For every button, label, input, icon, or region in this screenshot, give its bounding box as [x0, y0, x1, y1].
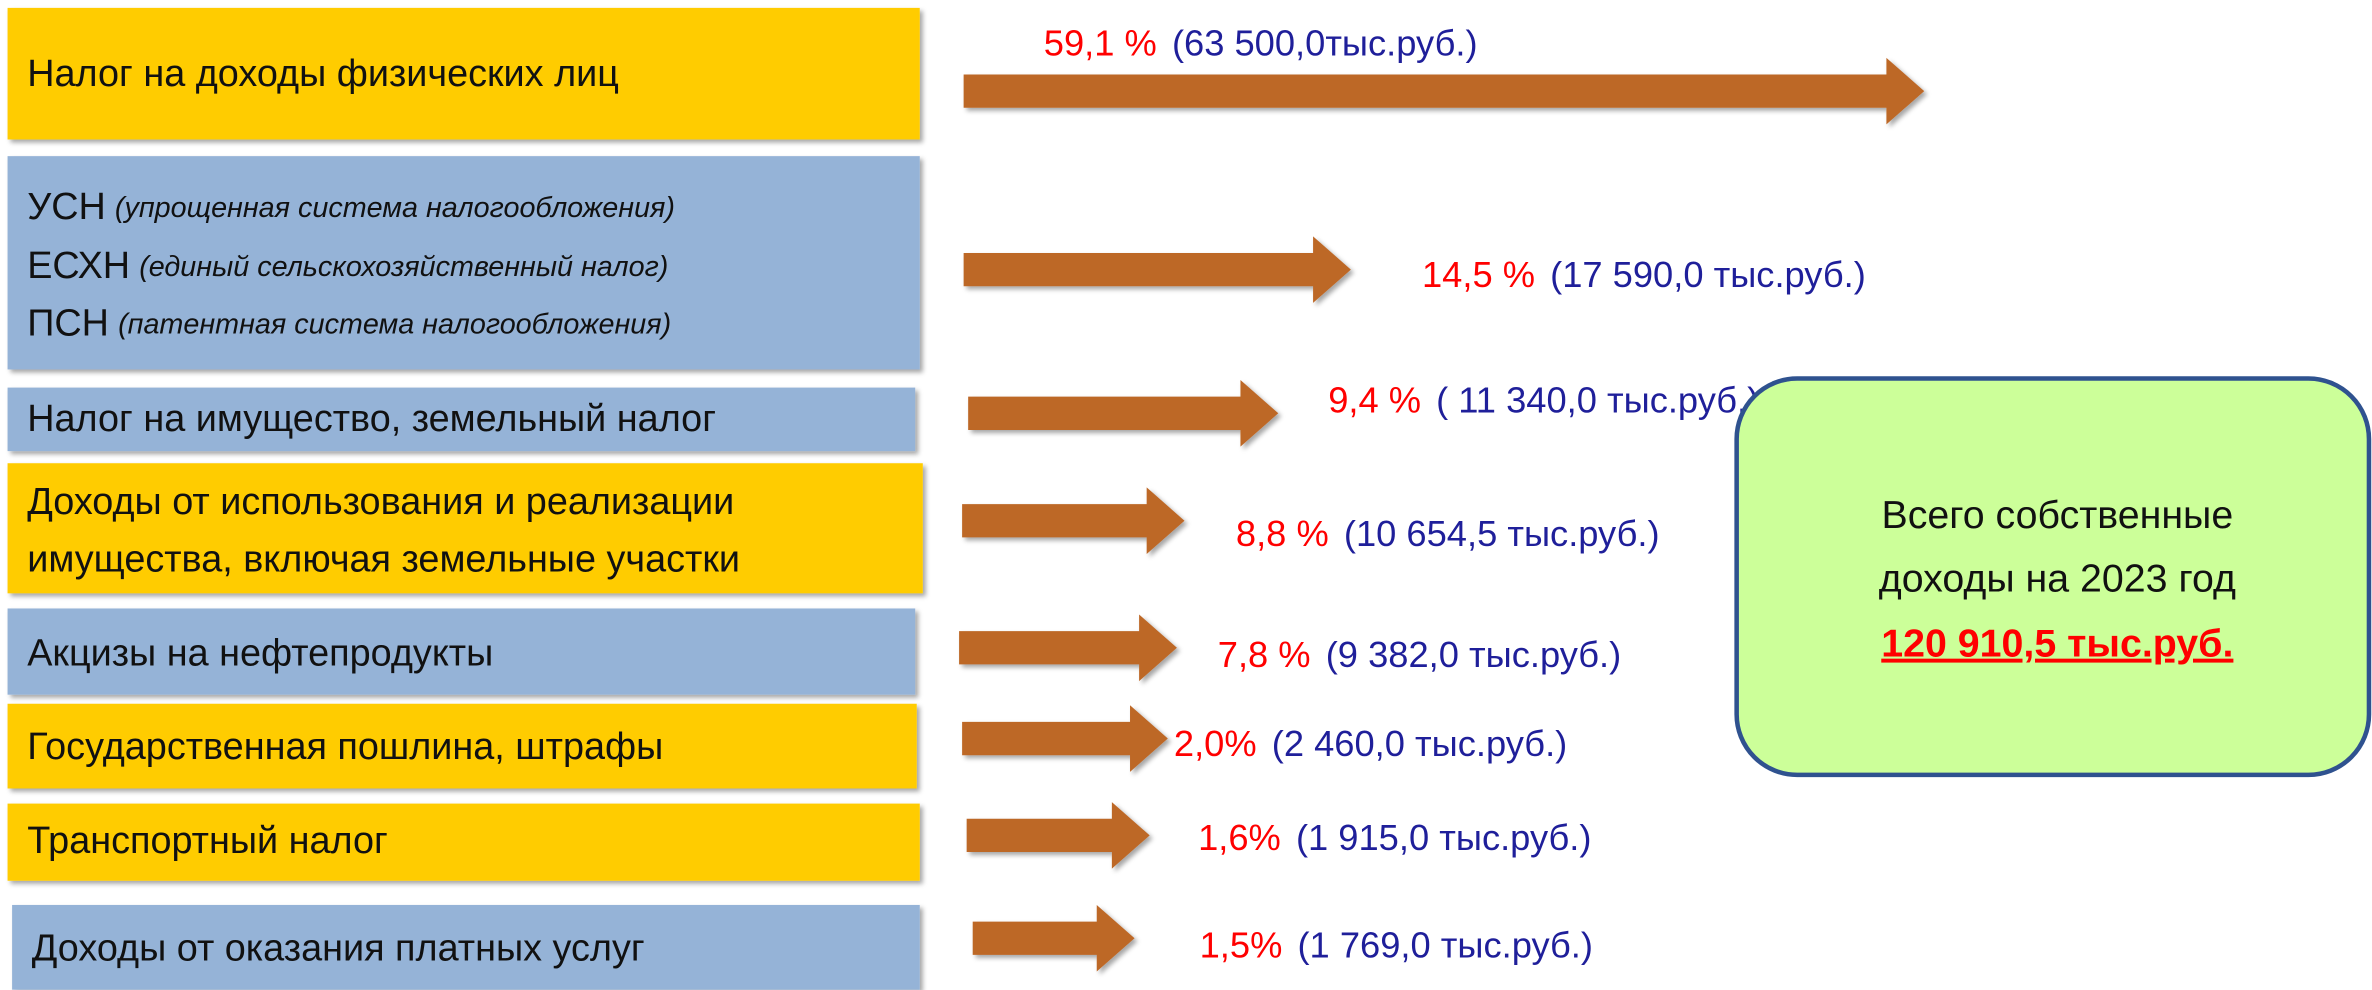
percent: 59,1 %	[1044, 22, 1157, 63]
label-text: Государственная пошлина, штрафы	[27, 726, 663, 768]
amount: (63 500,0тыс.руб.)	[1172, 22, 1478, 63]
category-label: Доходы от оказания платных услуг	[32, 927, 645, 969]
summary-box	[1734, 376, 2372, 778]
percent: 8,8 %	[1236, 512, 1329, 553]
arrow	[959, 614, 1177, 682]
arrow	[962, 705, 1168, 772]
arrow	[968, 380, 1279, 447]
category-box	[7, 703, 917, 789]
category-box	[7, 608, 916, 695]
annotation: 1,6% (1 915,0 тыс.руб.)	[1198, 817, 1591, 858]
category-label: Акцизы на нефтепродукты	[27, 632, 493, 674]
percent: 14,5 %	[1422, 254, 1535, 295]
label-text: УСН	[27, 186, 106, 228]
label-text: Акцизы на нефтепродукты	[27, 632, 493, 674]
category-box	[7, 156, 920, 370]
label-note: (патентная система налогообложения)	[118, 308, 671, 340]
category-label: УСН (упрощенная система налогообложения)	[27, 186, 675, 228]
label-note: (упрощенная система налогообложения)	[115, 192, 675, 224]
amount: ( 11 340,0 тыс.руб.)	[1436, 379, 1759, 420]
arrow	[962, 487, 1185, 554]
amount: (9 382,0 тыс.руб.)	[1326, 633, 1622, 674]
label-text: Налог на имущество, земельный налог	[27, 398, 716, 440]
category-label: Государственная пошлина, штрафы	[27, 726, 663, 768]
label-text: Транспортный налог	[27, 820, 388, 862]
arrow	[963, 57, 1925, 125]
category-label: Доходы от использования и реализации	[27, 481, 734, 523]
percent: 1,5%	[1200, 924, 1283, 965]
summary-line: Всего собственные	[1882, 493, 2234, 537]
category-box	[7, 387, 916, 452]
annotation: 59,1 % (63 500,0тыс.руб.)	[1044, 22, 1478, 63]
label-text: Доходы от оказания платных услуг	[32, 927, 645, 969]
label-text: имущества, включая земельные участки	[27, 539, 740, 581]
summary-line: доходы на 2023 год	[1879, 557, 2236, 601]
summary-total: 120 910,5 тыс.руб.	[1881, 622, 2233, 666]
category-label: Налог на имущество, земельный налог	[27, 398, 716, 440]
label-text: Налог на доходы физических лиц	[27, 53, 619, 95]
category-label: ПСН (патентная система налогообложения)	[27, 303, 671, 345]
label-note: (единый сельскохозяйственный налог)	[139, 251, 668, 283]
category-box	[12, 904, 920, 990]
annotation: 14,5 % (17 590,0 тыс.руб.)	[1422, 254, 1866, 295]
category-label: Налог на доходы физических лиц	[27, 53, 619, 95]
annotation: 8,8 % (10 654,5 тыс.руб.)	[1236, 512, 1660, 553]
percent: 7,8 %	[1218, 633, 1311, 674]
category-box	[7, 7, 920, 140]
arrow	[963, 236, 1351, 303]
category-label: имущества, включая земельные участки	[27, 539, 740, 581]
amount: (10 654,5 тыс.руб.)	[1344, 512, 1660, 553]
label-text: ЕСХН	[27, 245, 130, 287]
label-text: ПСН	[27, 303, 109, 345]
arrow	[966, 802, 1150, 869]
percent: 2,0%	[1174, 723, 1257, 764]
annotation: 2,0% (2 460,0 тыс.руб.)	[1174, 723, 1567, 764]
amount: (2 460,0 тыс.руб.)	[1272, 723, 1568, 764]
percent: 9,4 %	[1328, 379, 1421, 420]
amount: (1 915,0 тыс.руб.)	[1296, 817, 1592, 858]
category-label: Транспортный налог	[27, 820, 388, 862]
arrow	[972, 904, 1135, 972]
annotation: 1,5% (1 769,0 тыс.руб.)	[1200, 924, 1593, 965]
label-text: Доходы от использования и реализации	[27, 481, 734, 523]
amount: (17 590,0 тыс.руб.)	[1550, 254, 1866, 295]
annotation: 7,8 % (9 382,0 тыс.руб.)	[1218, 633, 1621, 674]
annotation: 9,4 % ( 11 340,0 тыс.руб.)	[1328, 379, 1759, 420]
percent: 1,6%	[1198, 817, 1281, 858]
amount: (1 769,0 тыс.руб.)	[1297, 924, 1593, 965]
category-box	[7, 463, 923, 594]
category-label: ЕСХН (единый сельскохозяйственный налог)	[27, 245, 668, 287]
category-box	[7, 803, 920, 881]
